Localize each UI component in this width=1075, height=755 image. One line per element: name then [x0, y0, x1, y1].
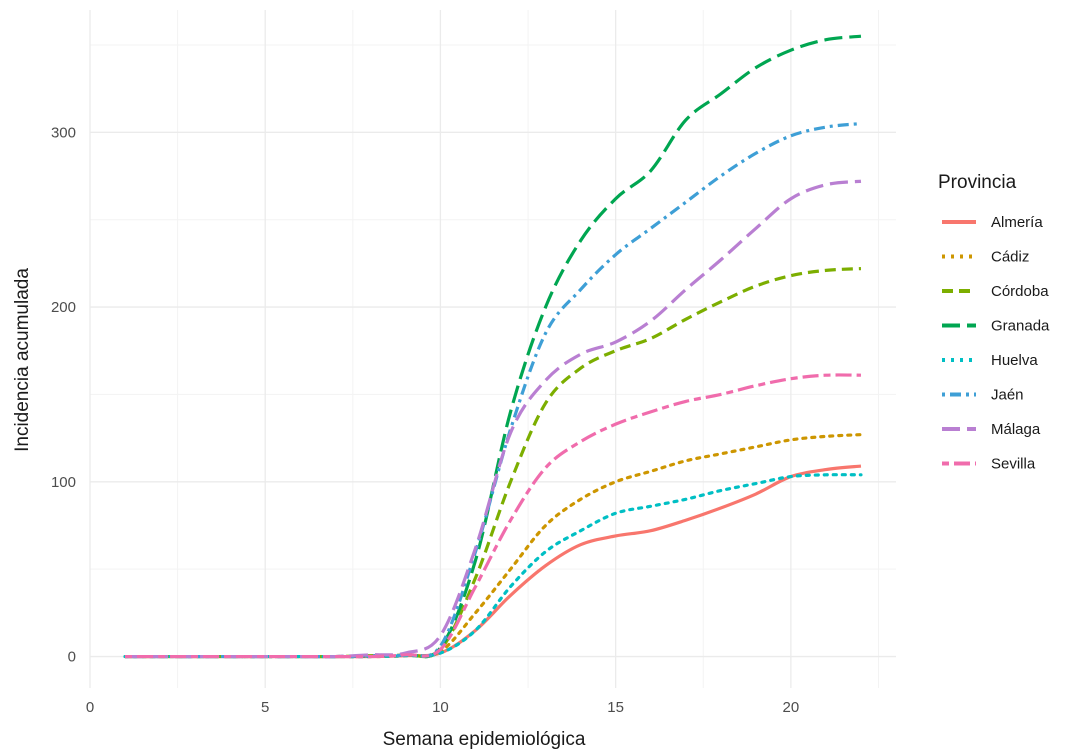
- legend-item-almeria: Almería: [942, 214, 1043, 231]
- legend-label: Huelva: [991, 352, 1038, 369]
- legend-label: Córdoba: [991, 283, 1049, 300]
- legend-item-jaen: Jaén: [942, 387, 1024, 404]
- series-line-malaga: [125, 179, 862, 659]
- y-axis-title: Incidencia acumulada: [12, 268, 33, 452]
- legend-item-granada: Granada: [942, 318, 1050, 335]
- legend-label: Cádiz: [991, 249, 1029, 266]
- grid: [89, 10, 896, 688]
- legend-label: Jaén: [991, 387, 1024, 404]
- series-lines: [123, 34, 863, 659]
- y-tick-label: 100: [51, 474, 76, 491]
- series-line-sevilla: [125, 373, 861, 659]
- legend-label: Almería: [991, 214, 1043, 231]
- legend-label: Granada: [991, 318, 1050, 335]
- legend-items: Almería Cádiz Córdoba Granada Huelva Jaén Mála…: [942, 214, 1050, 473]
- legend-item-cordoba: Córdoba: [942, 283, 1049, 300]
- y-tick-label: 300: [51, 124, 76, 141]
- legend-item-huelva: Huelva: [942, 352, 1038, 369]
- series-line-cordoba: [125, 267, 862, 659]
- series-line-jaen: [125, 121, 862, 659]
- x-tick-label: 15: [607, 699, 624, 716]
- legend-title: Provincia: [938, 172, 1017, 193]
- x-tick-label: 20: [783, 699, 800, 716]
- x-tick-label: 0: [86, 699, 94, 716]
- x-axis-ticks: 0 5 10 15 20: [86, 699, 799, 716]
- legend-item-malaga: Málaga: [942, 421, 1041, 438]
- series-line-cadiz: [123, 433, 863, 659]
- y-tick-label: 0: [68, 649, 76, 666]
- x-tick-label: 5: [261, 699, 269, 716]
- x-axis-title: Semana epidemiológica: [383, 729, 586, 750]
- series-line-huelva: [123, 473, 863, 659]
- series-line-granada: [125, 34, 862, 659]
- legend-item-sevilla: Sevilla: [942, 456, 1036, 473]
- y-axis-ticks: 0 100 200 300: [51, 124, 76, 665]
- legend-item-cadiz: Cádiz: [942, 249, 1029, 266]
- x-tick-label: 10: [432, 699, 449, 716]
- legend-label: Málaga: [991, 421, 1041, 438]
- y-tick-label: 200: [51, 299, 76, 316]
- legend-label: Sevilla: [991, 456, 1036, 473]
- legend: Provincia Almería Cádiz Córdoba Granada Huel…: [938, 172, 1050, 473]
